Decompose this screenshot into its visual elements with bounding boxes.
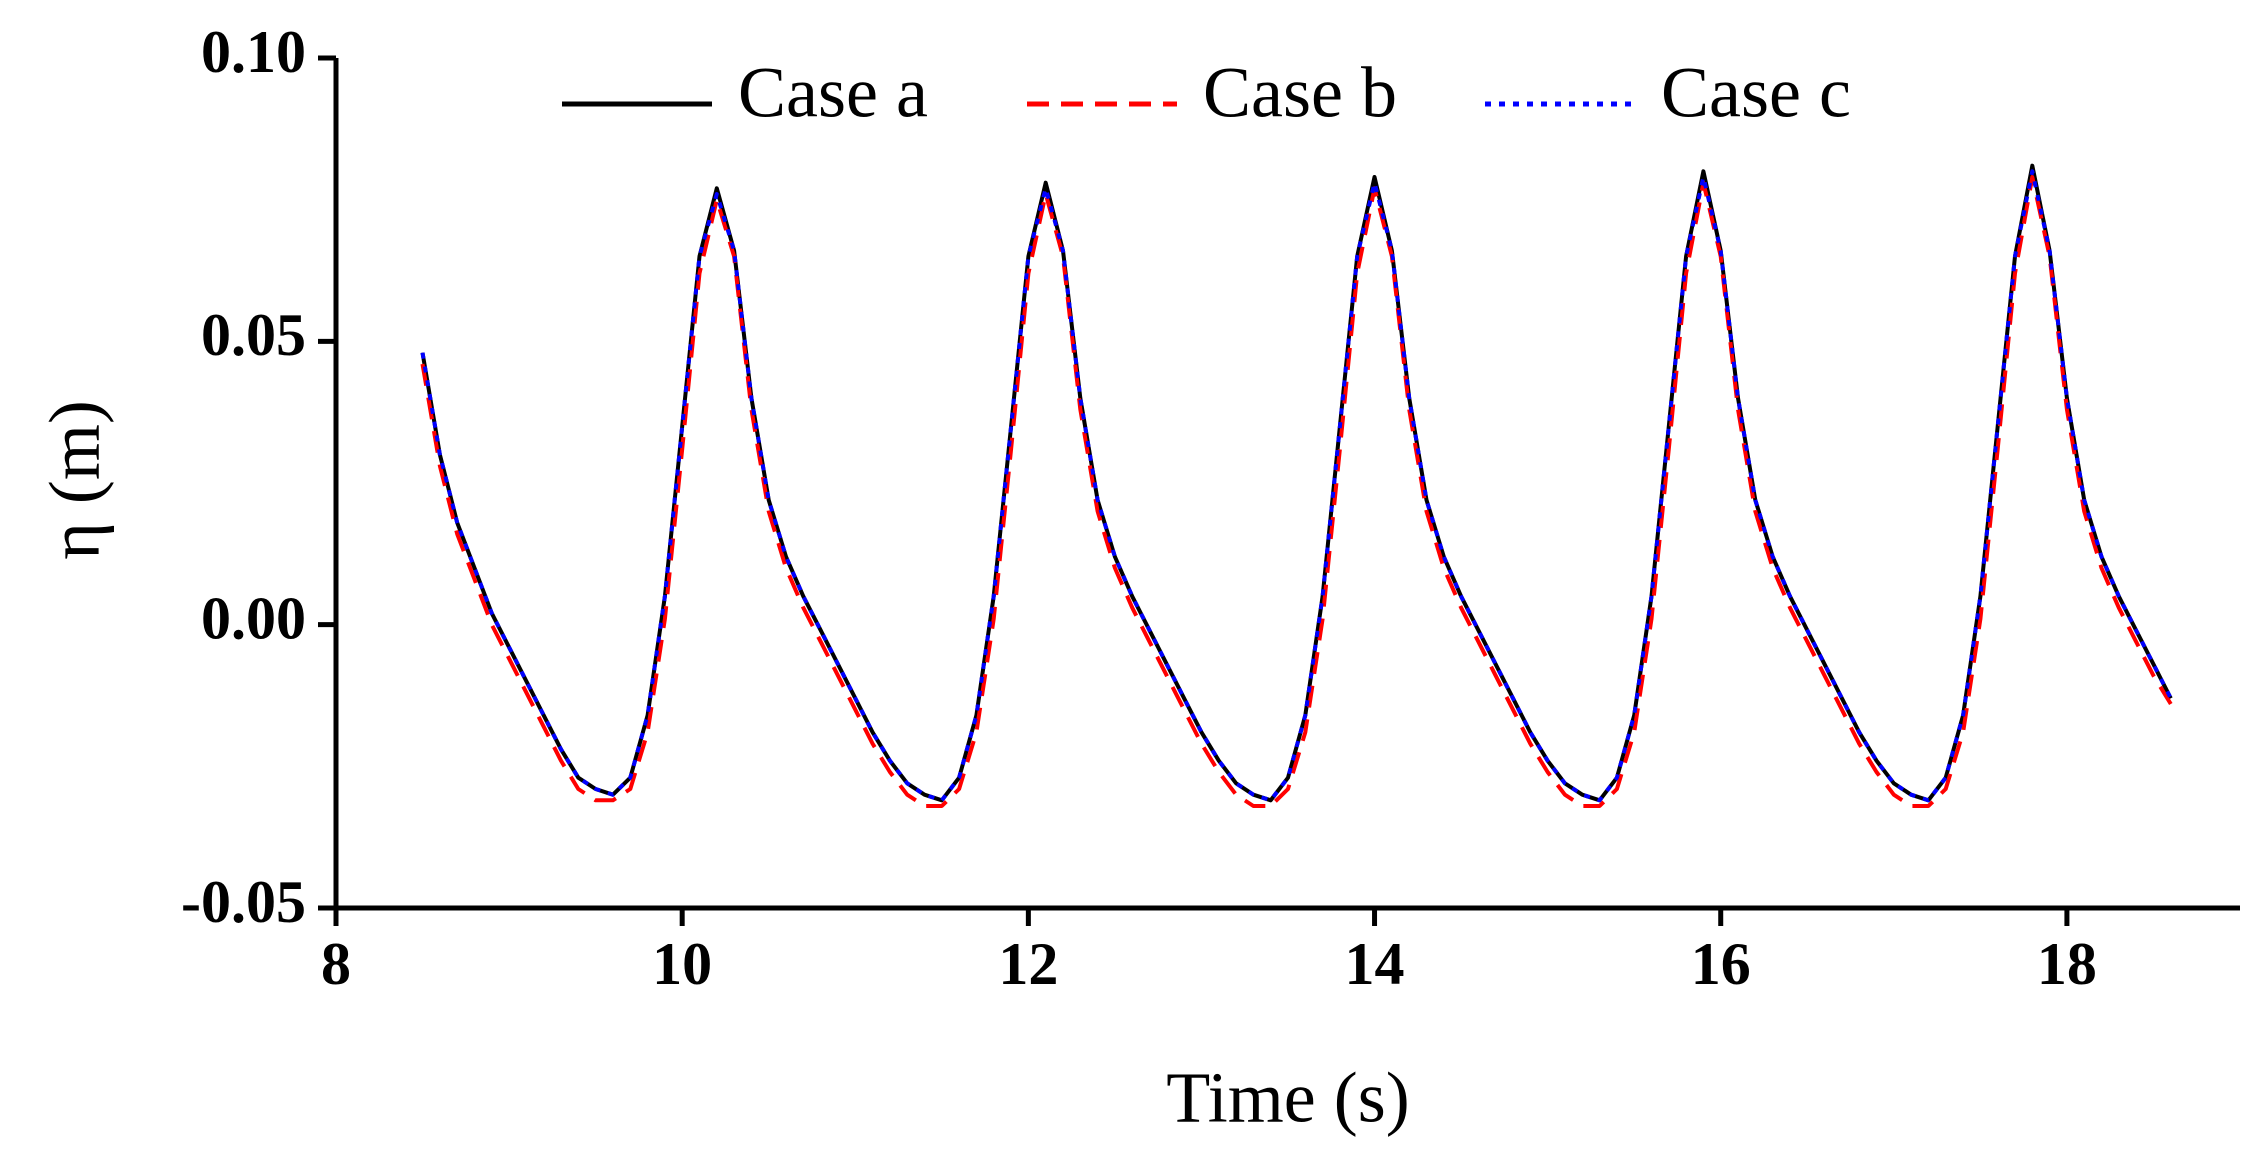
x-tick-label: 16 bbox=[1691, 931, 1751, 997]
y-tick-label: 0.00 bbox=[201, 585, 306, 651]
y-axis-title: η (m) bbox=[35, 400, 115, 560]
x-tick-label: 12 bbox=[998, 931, 1058, 997]
x-tick-label: 8 bbox=[321, 931, 351, 997]
y-tick-label: 0.10 bbox=[201, 19, 306, 85]
x-tick-label: 14 bbox=[1345, 931, 1405, 997]
legend-label: Case a bbox=[738, 53, 928, 133]
x-tick-label: 10 bbox=[652, 931, 712, 997]
series-line bbox=[420, 169, 2173, 803]
legend-label: Case c bbox=[1661, 53, 1851, 133]
y-tick-label: 0.05 bbox=[201, 302, 306, 368]
x-axis-title: Time (s) bbox=[1166, 1058, 1409, 1138]
legend-label: Case b bbox=[1203, 53, 1397, 133]
y-tick-label: -0.05 bbox=[181, 869, 306, 935]
x-tick-label: 18 bbox=[2037, 931, 2097, 997]
series-line bbox=[420, 175, 2173, 808]
series-line bbox=[420, 163, 2173, 803]
